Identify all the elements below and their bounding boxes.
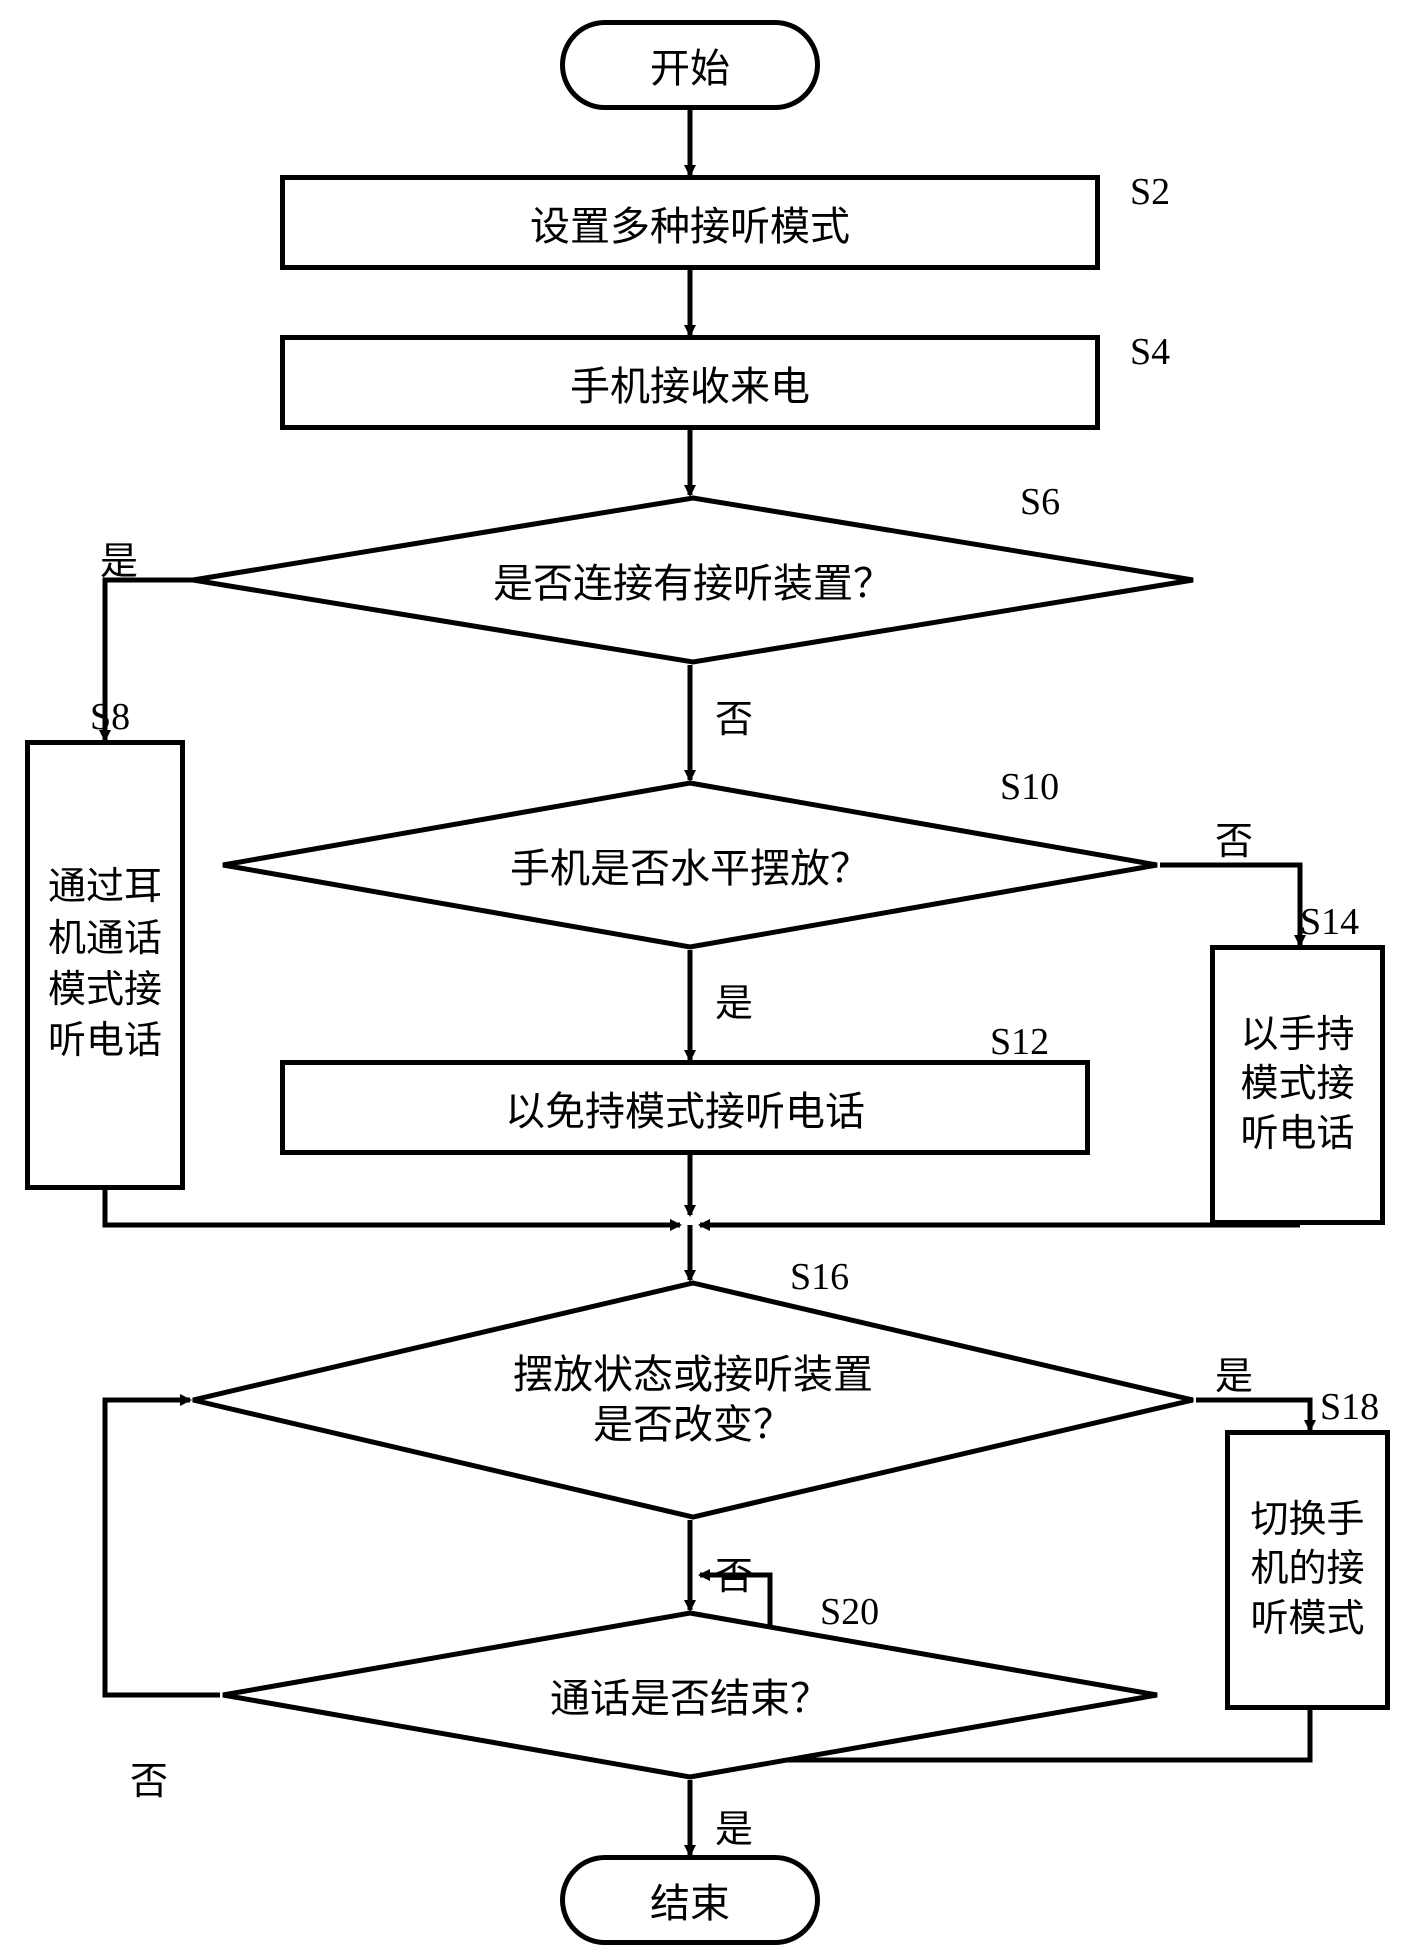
s2-step-label: S2 [1130,170,1170,214]
s6-step-label: S6 [1020,480,1060,524]
s4-step-label: S4 [1130,330,1170,374]
s20-decision: 通话是否结束？ [220,1610,1160,1780]
s18-text: 切换手机的接听模式 [1240,1496,1375,1644]
s14-text: 以手持模式接听电话 [1225,1011,1370,1159]
flowchart-canvas: 开始 设置多种接听模式 S2 手机接收来电 S4 是否连接有接听装置？ S6 通… [0,0,1422,1954]
s10-text: 手机是否水平摆放？ [510,836,870,894]
s14-step-label: S14 [1300,900,1359,944]
s12-step-label: S12 [990,1020,1049,1064]
s6-text: 是否连接有接听装置？ [493,551,893,609]
s16-yes-label: 是 [1215,1345,1253,1400]
s18-step-label: S18 [1320,1385,1379,1429]
s6-yes-label: 是 [100,530,138,585]
start-terminal: 开始 [560,20,820,110]
end-terminal: 结束 [560,1855,820,1945]
s16-decision: 摆放状态或接听装置 是否改变？ [190,1280,1196,1520]
s8-step-label: S8 [90,695,130,739]
start-text: 开始 [650,36,730,94]
s2-text: 设置多种接听模式 [530,194,850,252]
s20-no-label: 否 [130,1750,168,1805]
s16-step-label: S16 [790,1255,849,1299]
s4-process: 手机接收来电 [280,335,1100,430]
s12-text: 以免持模式接听电话 [505,1079,865,1137]
s2-process: 设置多种接听模式 [280,175,1100,270]
s8-process: 通过耳机通话模式接听电话 [25,740,185,1190]
s16-no-label: 否 [715,1545,753,1600]
s10-step-label: S10 [1000,765,1059,809]
s4-text: 手机接收来电 [570,354,810,412]
s20-step-label: S20 [820,1590,879,1634]
s6-no-label: 否 [715,688,753,743]
s10-yes-label: 是 [715,972,753,1027]
s20-text: 通话是否结束？ [550,1666,830,1724]
end-text: 结束 [650,1871,730,1929]
s12-process: 以免持模式接听电话 [280,1060,1090,1155]
s16-text: 摆放状态或接听装置 是否改变？ [513,1350,873,1450]
s8-text: 通过耳机通话模式接听电话 [40,862,170,1067]
s14-process: 以手持模式接听电话 [1210,945,1385,1225]
s18-process: 切换手机的接听模式 [1225,1430,1390,1710]
s10-no-label: 否 [1215,810,1253,865]
s20-yes-label: 是 [715,1798,753,1853]
